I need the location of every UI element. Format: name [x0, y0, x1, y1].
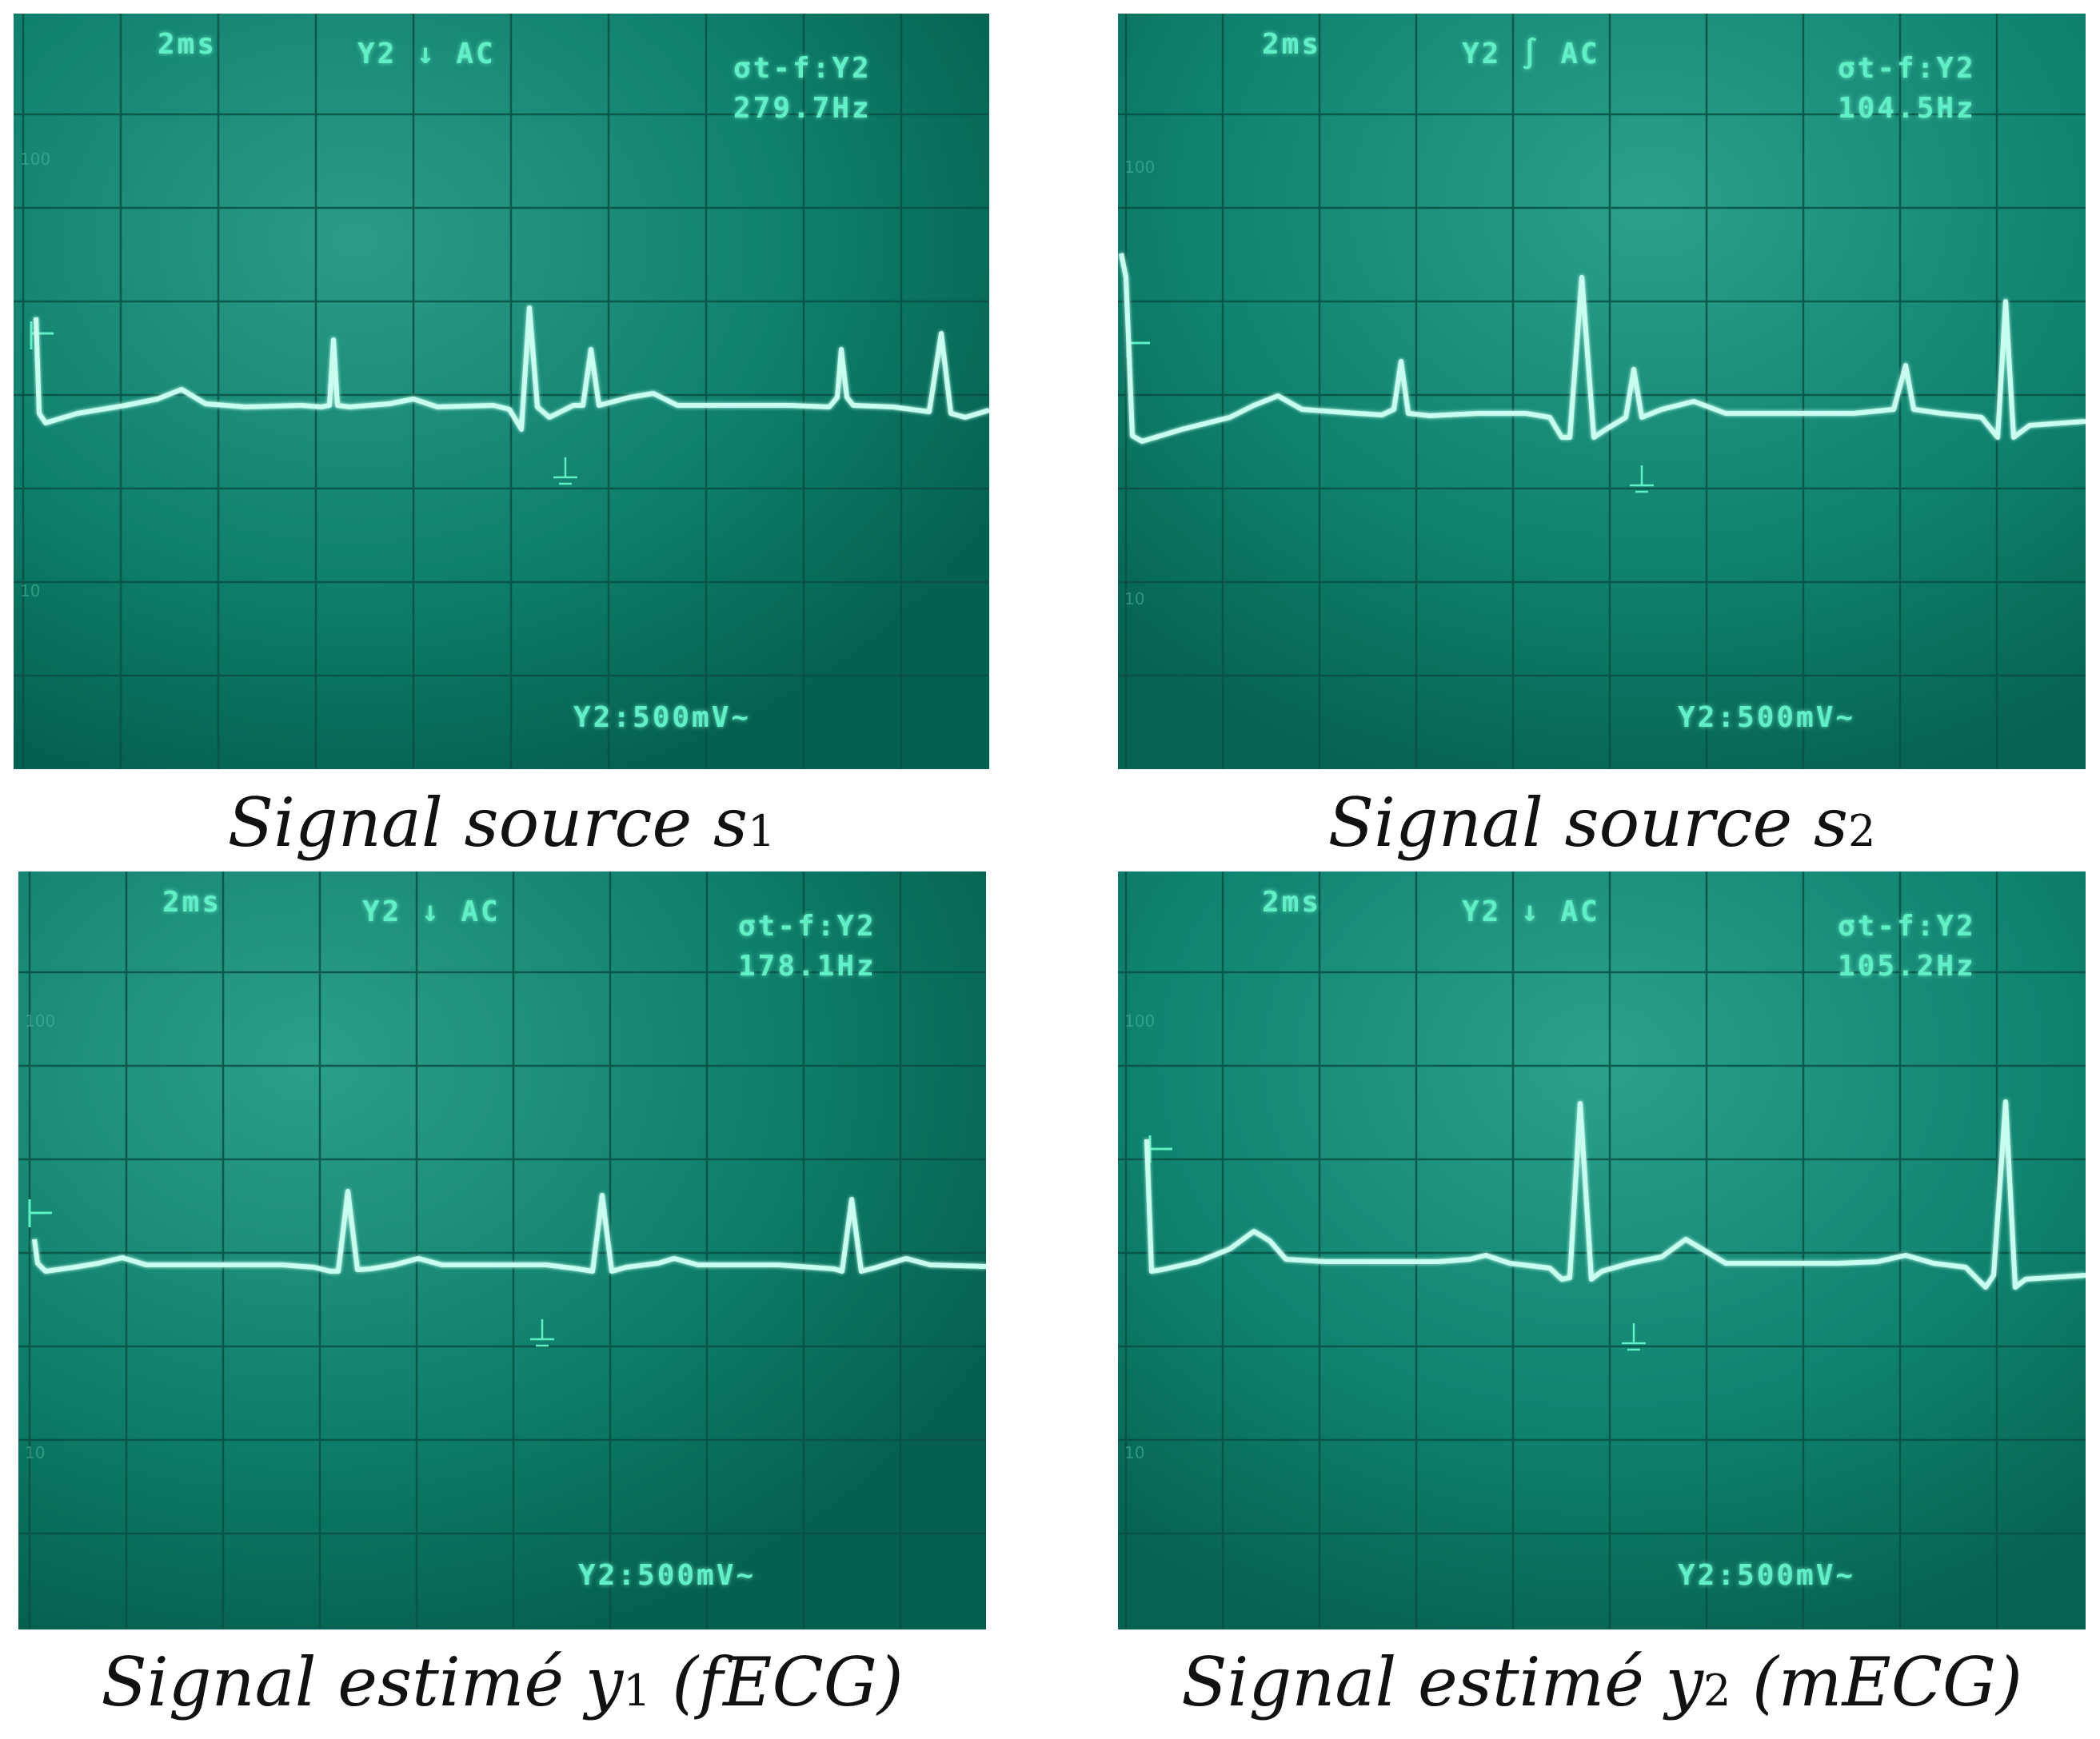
timebase-readout: 2ms [1262, 886, 1322, 919]
channel-marker [28, 1199, 52, 1227]
frequency-readout: 178.1Hz [738, 950, 876, 983]
graticule-scale-mark: 10 [1124, 589, 1145, 608]
volts-per-div-readout: Y2:500mV~ [573, 701, 752, 734]
oscilloscope-screen-y1: 100 10 2ms Y2 ↓ AC σt-f:Y2 178.1Hz Y2:50… [18, 871, 986, 1629]
screen-background [1118, 14, 2086, 769]
ground-marker [1630, 465, 1654, 493]
volts-per-div-readout: Y2:500mV~ [1678, 701, 1856, 734]
screen-background [18, 871, 986, 1629]
caption-subscript: 1 [623, 1665, 651, 1716]
graticule-scale-mark: 100 [1124, 158, 1156, 177]
graticule-scale-mark: 100 [1124, 1011, 1156, 1031]
frequency-readout: 104.5Hz [1838, 92, 1976, 125]
ground-marker [530, 1319, 554, 1347]
graticule-grid [14, 14, 989, 769]
caption-y1: Signal estimé y1 (fECG) [18, 1643, 986, 1721]
measurement-label: σt-f:Y2 [733, 52, 872, 85]
graticule-scale-mark: 100 [20, 150, 51, 169]
timebase-readout: 2ms [158, 28, 218, 61]
scope-display [1118, 14, 2086, 769]
graticule-scale-mark: 10 [20, 581, 41, 600]
caption-text: Signal source s [1327, 784, 1849, 862]
timebase-readout: 2ms [162, 886, 222, 919]
ground-marker [1622, 1323, 1646, 1351]
channel-marker [1148, 1135, 1172, 1163]
channel-coupling-readout: Y2 ↓ AC [362, 895, 501, 928]
measurement-label: σt-f:Y2 [1838, 52, 1976, 85]
volts-per-div-readout: Y2:500mV~ [578, 1559, 757, 1592]
oscilloscope-screen-s2: 100 10 2ms Y2 ∫ AC σt-f:Y2 104.5Hz Y2:50… [1118, 14, 2086, 769]
volts-per-div-readout: Y2:500mV~ [1678, 1559, 1856, 1592]
frequency-readout: 279.7Hz [733, 92, 872, 125]
channel-coupling-readout: Y2 ↓ AC [1462, 895, 1600, 928]
oscilloscope-screen-y2: 100 10 2ms Y2 ↓ AC σt-f:Y2 105.2Hz Y2:50… [1118, 871, 2086, 1629]
scope-display [1118, 871, 2086, 1629]
graticule-grid [18, 871, 986, 1629]
caption-y2: Signal estimé y2 (mECG) [1118, 1643, 2086, 1721]
graticule-scale-mark: 10 [1124, 1443, 1145, 1462]
caption-s1: Signal source s1 [14, 784, 989, 862]
timebase-readout: 2ms [1262, 28, 1322, 61]
ground-marker [553, 457, 577, 485]
caption-suffix: (fECG) [650, 1643, 904, 1721]
channel-coupling-readout: Y2 ∫ AC [1462, 38, 1600, 70]
oscilloscope-screen-s1: 100 10 2ms Y2 ↓ AC σt-f:Y2 279.7Hz Y2:50… [14, 14, 989, 769]
ecg-trace [34, 305, 989, 432]
caption-s2: Signal source s2 [1118, 784, 2086, 862]
ecg-trace [1144, 1099, 2086, 1290]
frequency-readout: 105.2Hz [1838, 950, 1976, 983]
screen-background [14, 14, 989, 769]
measurement-label: σt-f:Y2 [1838, 910, 1976, 943]
caption-subscript: 2 [1703, 1665, 1731, 1716]
caption-subscript: 2 [1848, 806, 1876, 856]
caption-text: Signal estimé y [101, 1643, 624, 1721]
caption-text: Signal source s [227, 784, 749, 862]
graticule-scale-mark: 100 [25, 1011, 56, 1031]
ecg-trace [32, 1189, 986, 1274]
scope-display [14, 14, 989, 769]
channel-coupling-readout: Y2 ↓ AC [357, 38, 496, 70]
caption-suffix: (mECG) [1731, 1643, 2022, 1721]
ecg-trace [1119, 253, 2086, 444]
caption-text: Signal estimé y [1181, 1643, 1703, 1721]
caption-subscript: 1 [748, 806, 776, 856]
scope-display [18, 871, 986, 1629]
graticule-scale-mark: 10 [25, 1443, 46, 1462]
measurement-label: σt-f:Y2 [738, 910, 876, 943]
screen-background [1118, 871, 2086, 1629]
